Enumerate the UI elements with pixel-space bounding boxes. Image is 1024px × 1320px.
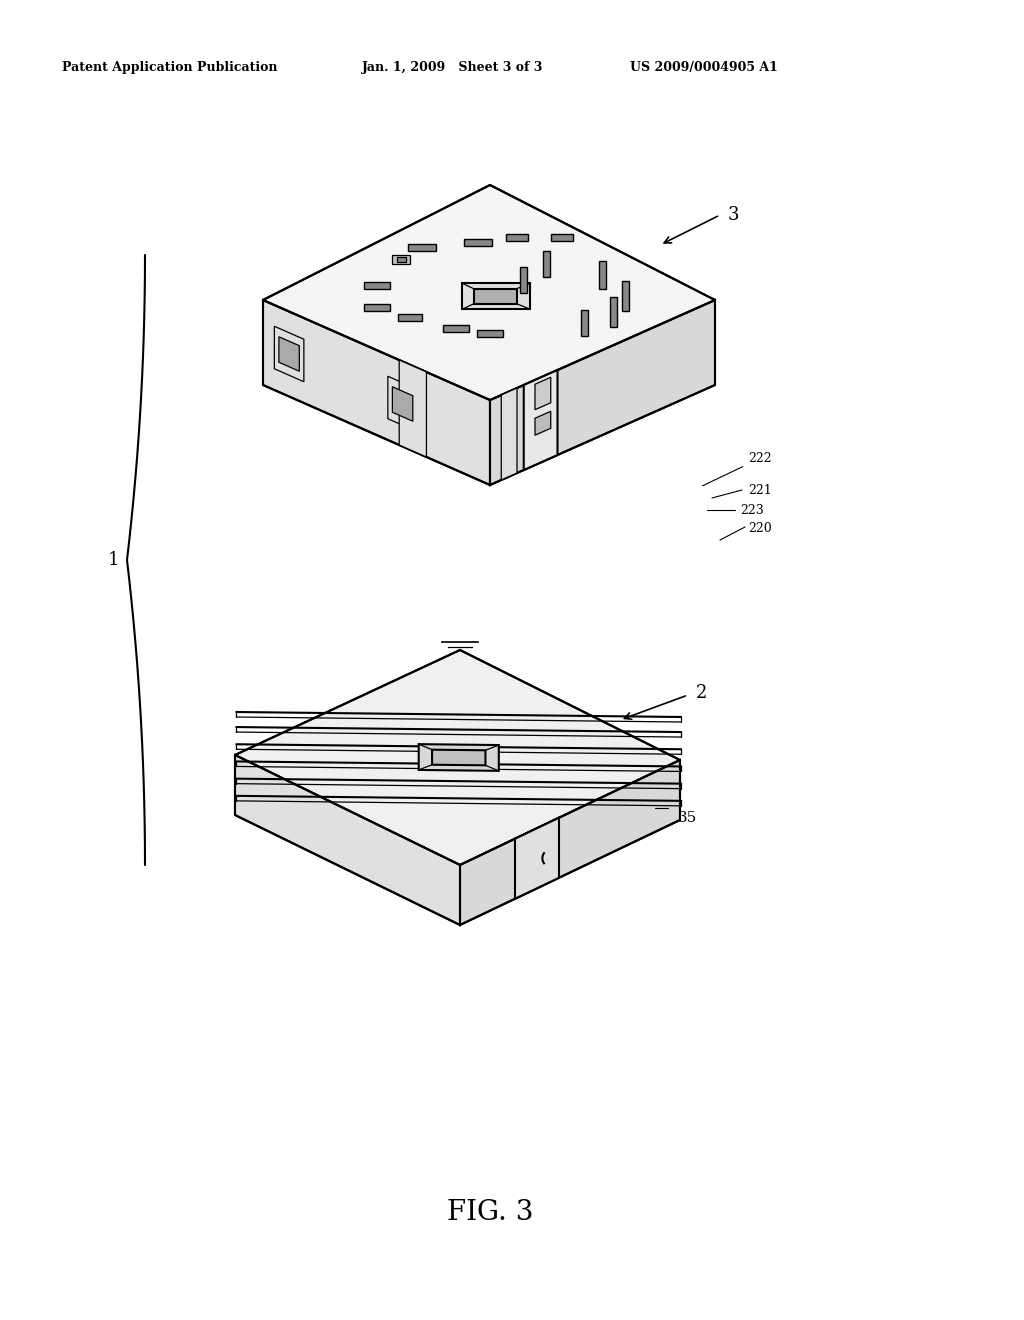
Polygon shape [364,304,389,310]
Polygon shape [535,412,551,436]
Polygon shape [523,370,557,470]
Polygon shape [476,330,503,338]
Polygon shape [502,388,517,480]
Polygon shape [432,750,485,766]
Polygon shape [279,337,299,371]
Text: 35: 35 [678,810,697,825]
Text: 3: 3 [728,206,739,224]
Polygon shape [364,282,389,289]
Text: US 2009/0004905 A1: US 2009/0004905 A1 [630,61,778,74]
Text: 220: 220 [748,521,772,535]
Polygon shape [397,257,406,263]
Polygon shape [398,314,422,321]
Polygon shape [622,281,629,312]
Text: Jan. 1, 2009   Sheet 3 of 3: Jan. 1, 2009 Sheet 3 of 3 [362,61,544,74]
Polygon shape [610,297,617,327]
Polygon shape [263,300,490,484]
Polygon shape [599,261,606,289]
Polygon shape [551,234,572,240]
Polygon shape [392,387,413,421]
Text: 221: 221 [748,483,772,496]
Text: 223: 223 [740,503,764,516]
Polygon shape [490,300,715,484]
Polygon shape [399,360,426,457]
Polygon shape [463,284,530,309]
Text: 2: 2 [696,684,708,702]
Text: Patent Application Publication: Patent Application Publication [62,61,278,74]
Polygon shape [392,255,411,264]
Polygon shape [408,244,435,251]
Polygon shape [419,744,499,771]
Polygon shape [543,251,550,277]
Polygon shape [263,185,715,400]
Polygon shape [442,325,469,333]
Polygon shape [506,234,527,240]
Polygon shape [520,267,527,293]
Polygon shape [474,289,517,304]
Polygon shape [460,760,680,925]
Polygon shape [234,755,460,925]
Text: FIG. 3: FIG. 3 [446,1199,534,1225]
Polygon shape [515,818,559,899]
Text: 222: 222 [702,451,772,486]
Polygon shape [234,649,680,865]
Polygon shape [535,378,551,409]
Text: 1: 1 [108,550,119,569]
Polygon shape [274,326,304,381]
Polygon shape [581,310,588,337]
Polygon shape [464,239,493,246]
Polygon shape [388,376,418,432]
